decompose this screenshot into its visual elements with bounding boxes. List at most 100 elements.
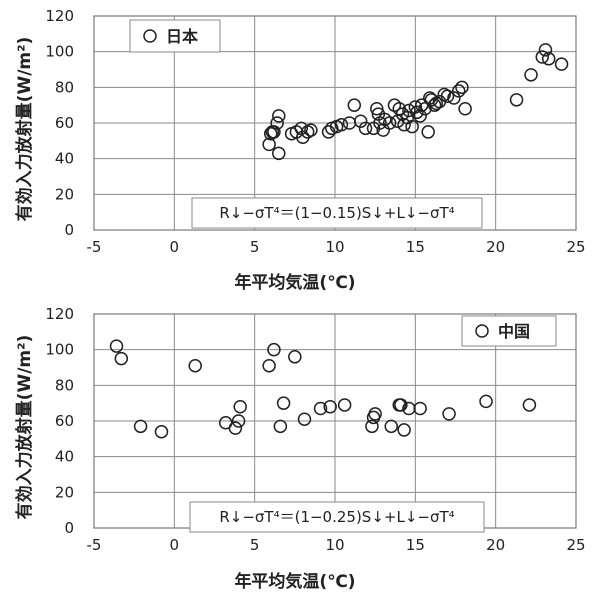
y-axis-title: 有効入力放射量(W/m²) bbox=[14, 335, 35, 520]
x-tick-label: 0 bbox=[170, 238, 180, 256]
x-tick-label: 10 bbox=[325, 536, 344, 554]
data-point bbox=[397, 423, 411, 437]
data-point bbox=[370, 101, 384, 116]
data-point bbox=[228, 421, 243, 435]
data-point bbox=[288, 350, 302, 364]
y-tick-label: 0 bbox=[64, 221, 74, 239]
data-point bbox=[538, 43, 553, 57]
data-point bbox=[133, 419, 148, 434]
data-point bbox=[479, 394, 493, 409]
data-point bbox=[188, 358, 202, 373]
data-point bbox=[270, 116, 284, 130]
data-point bbox=[304, 123, 318, 137]
data-point bbox=[114, 351, 129, 366]
formula-box bbox=[189, 501, 485, 533]
x-tick-label: 20 bbox=[486, 238, 505, 256]
x-tick-label: 15 bbox=[406, 238, 425, 256]
data-point bbox=[413, 401, 427, 416]
data-point bbox=[347, 98, 362, 112]
x-tick-label: -5 bbox=[87, 238, 102, 256]
formula-annotation: R↓−σT⁴＝(1−0.25)S↓+L↓−σT⁴ bbox=[219, 508, 454, 526]
x-tick-label: 10 bbox=[325, 238, 344, 256]
data-point bbox=[405, 119, 419, 134]
y-tick-label: 40 bbox=[55, 448, 74, 466]
data-point bbox=[382, 116, 397, 130]
data-point bbox=[410, 105, 424, 120]
legend-label: 中国 bbox=[498, 322, 530, 341]
data-point bbox=[541, 52, 556, 66]
y-tick-label: 120 bbox=[45, 7, 74, 25]
x-tick-label: 20 bbox=[486, 536, 505, 554]
data-point bbox=[554, 57, 569, 71]
y-tick-label: 20 bbox=[55, 483, 74, 501]
data-point bbox=[337, 398, 352, 412]
x-tick-label: 15 bbox=[406, 536, 425, 554]
data-point bbox=[535, 50, 550, 64]
data-point bbox=[358, 121, 373, 136]
data-point bbox=[109, 339, 124, 353]
data-point bbox=[353, 114, 368, 128]
x-tick-label: -5 bbox=[87, 536, 102, 554]
data-point bbox=[455, 80, 469, 95]
y-tick-label: 100 bbox=[45, 341, 74, 359]
formula-annotation: R↓−σT⁴＝(1−0.15)S↓+L↓−σT⁴ bbox=[219, 204, 454, 222]
data-point bbox=[440, 89, 455, 103]
y-tick-label: 20 bbox=[55, 185, 74, 203]
legend-marker bbox=[143, 29, 157, 43]
data-point bbox=[413, 109, 427, 123]
data-point bbox=[233, 399, 247, 414]
legend-box bbox=[129, 19, 221, 53]
data-point bbox=[231, 414, 246, 428]
legend-box bbox=[461, 315, 557, 347]
data-point bbox=[267, 342, 281, 357]
x-tick-label: 5 bbox=[250, 238, 260, 256]
data-point bbox=[262, 137, 276, 152]
data-point bbox=[509, 93, 524, 107]
data-point bbox=[294, 121, 309, 136]
data-point bbox=[273, 419, 288, 434]
data-point bbox=[442, 407, 456, 421]
data-point bbox=[323, 399, 337, 414]
data-point bbox=[368, 407, 382, 421]
y-tick-label: 40 bbox=[55, 150, 74, 168]
data-point bbox=[447, 91, 461, 105]
data-point bbox=[402, 401, 416, 416]
data-point bbox=[313, 401, 328, 416]
data-point bbox=[458, 101, 472, 116]
data-point bbox=[384, 419, 398, 434]
data-point bbox=[297, 412, 312, 426]
data-point bbox=[421, 125, 435, 139]
y-tick-label: 100 bbox=[45, 43, 74, 61]
legend-marker bbox=[475, 324, 489, 338]
data-point bbox=[276, 396, 291, 410]
y-tick-label: 80 bbox=[55, 78, 74, 96]
y-tick-label: 60 bbox=[55, 114, 74, 132]
data-point bbox=[522, 398, 537, 412]
x-tick-label: 5 bbox=[250, 536, 260, 554]
data-point bbox=[272, 109, 286, 123]
y-tick-label: 120 bbox=[45, 305, 74, 323]
y-axis-title: 有効入力放射量(W/m²) bbox=[14, 37, 35, 222]
data-point bbox=[365, 419, 379, 434]
data-point bbox=[402, 103, 416, 118]
y-tick-label: 0 bbox=[64, 519, 74, 537]
x-tick-label: 25 bbox=[566, 238, 585, 256]
x-axis-title: 年平均気温(℃) bbox=[234, 272, 355, 293]
data-point bbox=[154, 424, 169, 439]
data-point bbox=[272, 146, 286, 161]
data-point bbox=[397, 118, 411, 132]
data-point bbox=[267, 125, 281, 139]
data-point bbox=[262, 358, 276, 373]
y-tick-label: 60 bbox=[55, 412, 74, 430]
data-point bbox=[524, 68, 538, 82]
chart-china: -5 0 5 10 15 20 25 0 20 40 60 80 100 120 年平均気温(℃) 有効入力放… bbox=[14, 305, 586, 592]
data-point bbox=[451, 84, 466, 98]
legend-label: 日本 bbox=[166, 27, 198, 46]
x-axis-title: 年平均気温(℃) bbox=[234, 571, 355, 592]
x-tick-label: 25 bbox=[566, 536, 585, 554]
data-point bbox=[394, 398, 408, 412]
plot-frame bbox=[93, 15, 577, 231]
data-point bbox=[334, 118, 349, 132]
y-tick-label: 80 bbox=[55, 376, 74, 394]
